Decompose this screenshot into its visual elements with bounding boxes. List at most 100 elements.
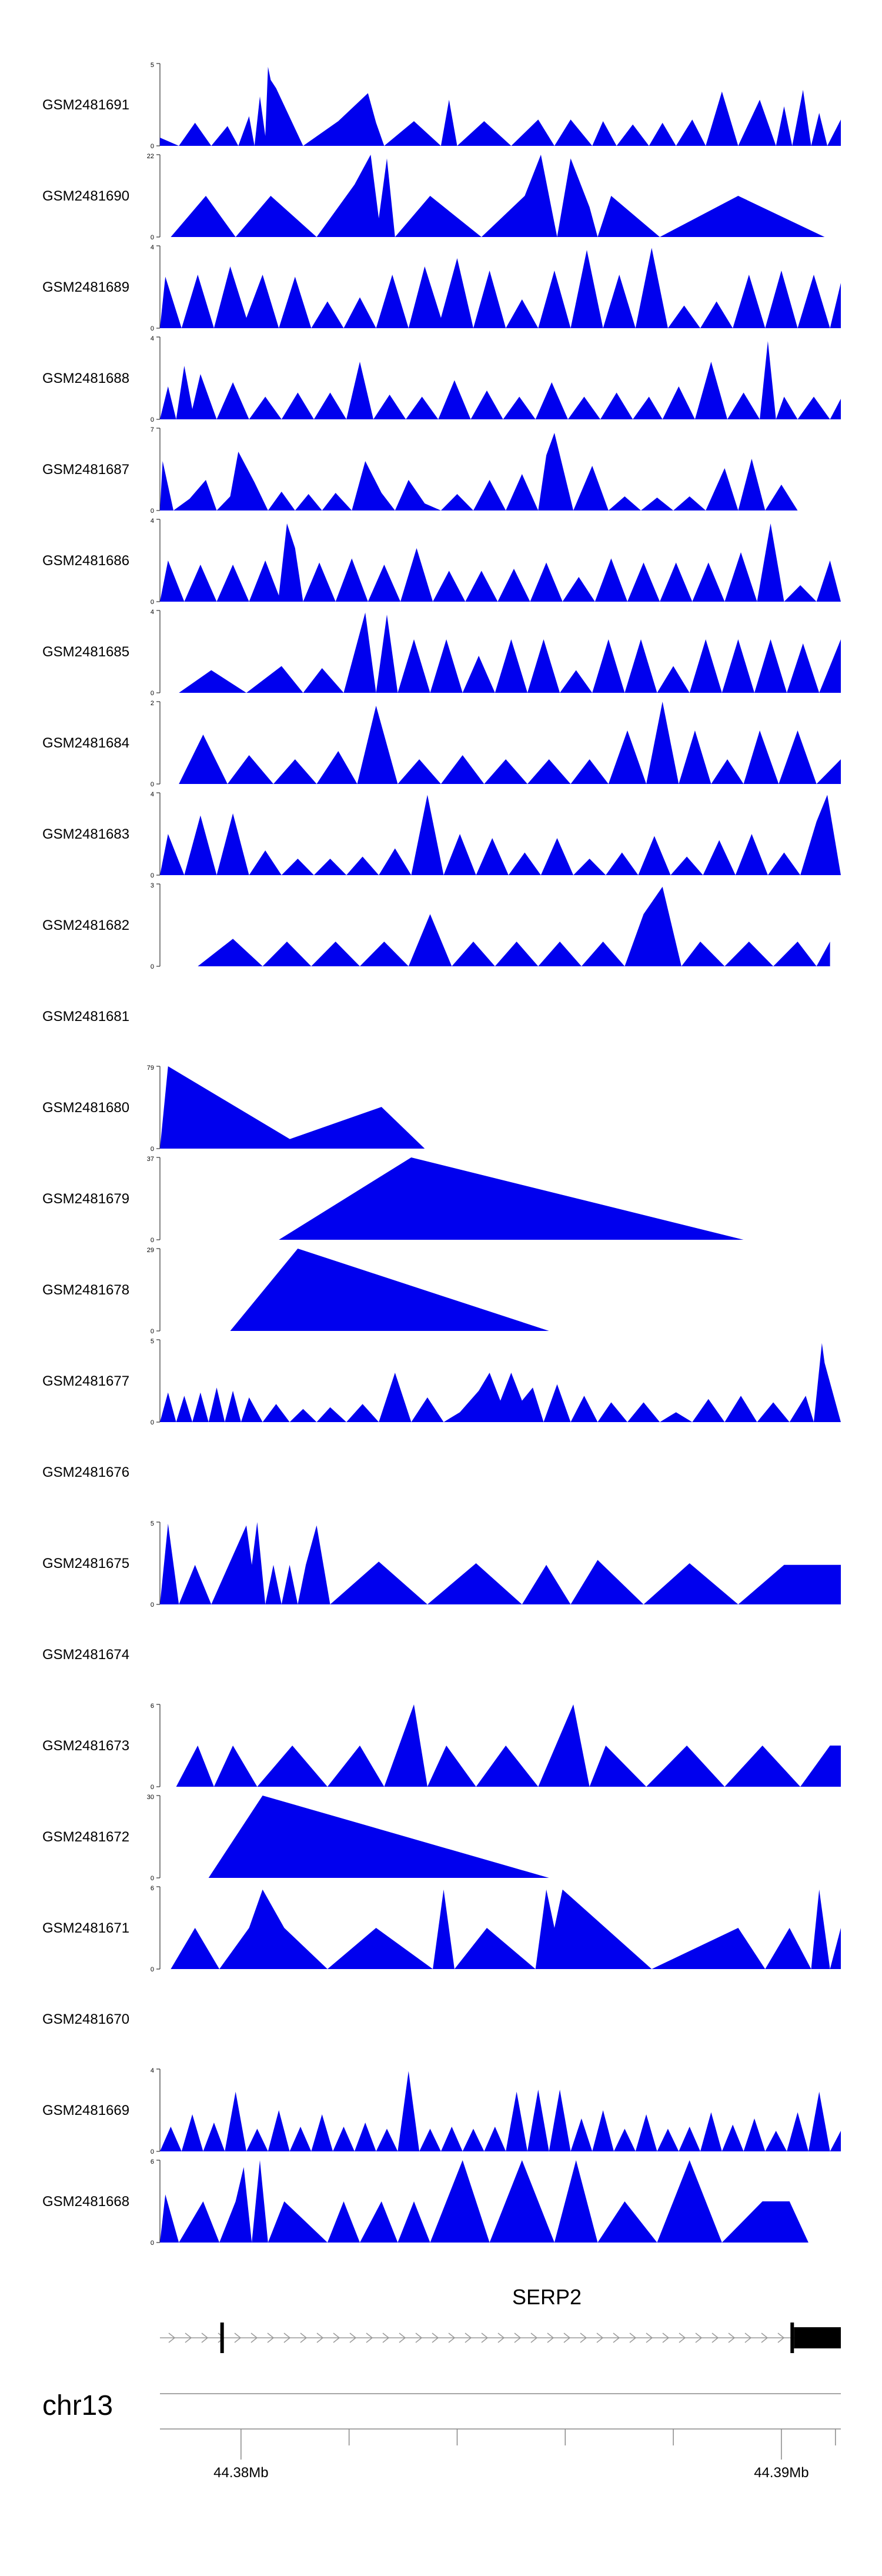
track-y-tick-label-bottom: 0 xyxy=(151,143,154,150)
gene-exon xyxy=(794,2327,841,2348)
strand-arrow-icon xyxy=(415,2333,423,2343)
strand-arrow-icon xyxy=(629,2333,637,2343)
track-GSM2481676: GSM2481676 xyxy=(42,1464,129,1480)
track-label: GSM2481671 xyxy=(42,1920,129,1936)
strand-arrow-icon xyxy=(185,2333,192,2343)
track-label: GSM2481690 xyxy=(42,188,129,204)
track-y-tick-label-bottom: 0 xyxy=(151,872,154,879)
track-label: GSM2481669 xyxy=(42,2103,129,2118)
gene-exon xyxy=(790,2323,794,2353)
coverage-tracks: GSM248169105GSM2481690022GSM248168904GSM… xyxy=(42,62,841,2247)
track-y-tick-label-bottom: 0 xyxy=(151,416,154,423)
track-y-tick-label-bottom: 0 xyxy=(151,1784,154,1791)
track-label: GSM2481685 xyxy=(42,644,129,660)
strand-arrow-icon xyxy=(218,2333,225,2343)
track-label: GSM2481678 xyxy=(42,1282,129,1298)
track-GSM2481691: GSM2481691 0 5 xyxy=(42,62,841,150)
chromosome-label: chr13 xyxy=(42,2390,113,2421)
coverage-area xyxy=(160,1889,841,1969)
track-GSM2481670: GSM2481670 xyxy=(42,2011,129,2027)
track-y-tick-label-top: 5 xyxy=(151,1520,154,1527)
coverage-area xyxy=(160,341,841,419)
strand-arrow-icon xyxy=(744,2333,752,2343)
strand-arrow-icon xyxy=(662,2333,670,2343)
track-GSM2481672: GSM2481672 0 30 xyxy=(42,1794,549,1882)
track-y-tick-label-bottom: 0 xyxy=(151,325,154,332)
coverage-area xyxy=(160,702,841,784)
strand-arrow-icon xyxy=(300,2333,308,2343)
track-y-tick-label-top: 5 xyxy=(151,62,154,69)
track-GSM2481677: GSM2481677 0 5 xyxy=(42,1338,841,1426)
track-GSM2481682: GSM2481682 0 3 xyxy=(42,882,830,970)
gene-annotation-track: SERP2 xyxy=(160,2285,841,2353)
strand-arrow-icon xyxy=(497,2333,505,2343)
strand-arrow-icon xyxy=(761,2333,769,2343)
track-label: GSM2481676 xyxy=(42,1464,129,1480)
track-y-tick-label-bottom: 0 xyxy=(151,1966,154,1973)
track-y-tick-label-bottom: 0 xyxy=(151,1237,154,1244)
track-label: GSM2481668 xyxy=(42,2194,129,2210)
strand-arrow-icon xyxy=(349,2333,357,2343)
track-y-tick-label-top: 29 xyxy=(147,1247,154,1254)
track-label: GSM2481677 xyxy=(42,1373,129,1389)
track-y-tick-label-bottom: 0 xyxy=(151,508,154,515)
track-y-tick-label-bottom: 0 xyxy=(151,781,154,788)
coverage-area xyxy=(160,2160,808,2243)
track-y-tick-label-bottom: 0 xyxy=(151,1146,154,1153)
track-GSM2481671: GSM2481671 0 6 xyxy=(42,1885,841,1973)
track-GSM2481687: GSM2481687 0 7 xyxy=(42,426,814,515)
track-y-tick-label-top: 4 xyxy=(151,518,154,525)
track-y-tick-label-top: 4 xyxy=(151,791,154,798)
track-y-tick-label-top: 6 xyxy=(151,1703,154,1710)
strand-arrow-icon xyxy=(399,2333,406,2343)
strand-arrow-icon xyxy=(382,2333,390,2343)
strand-arrow-icon xyxy=(481,2333,489,2343)
track-y-tick-label-top: 2 xyxy=(151,700,154,707)
strand-arrow-icon xyxy=(679,2333,686,2343)
track-label: GSM2481672 xyxy=(42,1829,129,1845)
strand-arrow-icon xyxy=(728,2333,736,2343)
strand-arrow-icon xyxy=(250,2333,258,2343)
strand-arrow-icon xyxy=(168,2333,176,2343)
track-y-tick-label-bottom: 0 xyxy=(151,690,154,697)
track-label: GSM2481681 xyxy=(42,1009,129,1025)
track-label: GSM2481683 xyxy=(42,826,129,842)
track-GSM2481678: GSM2481678 0 29 xyxy=(42,1247,549,1335)
strand-arrow-icon xyxy=(514,2333,522,2343)
track-y-tick-label-top: 6 xyxy=(151,1885,154,1892)
strand-arrow-icon xyxy=(563,2333,571,2343)
strand-arrow-icon xyxy=(530,2333,538,2343)
track-y-tick-label-bottom: 0 xyxy=(151,1875,154,1882)
gene-name-label: SERP2 xyxy=(512,2285,582,2309)
track-y-tick-label-top: 79 xyxy=(147,1065,154,1072)
coverage-area xyxy=(160,2071,841,2151)
track-label: GSM2481675 xyxy=(42,1556,129,1571)
track-y-tick-label-bottom: 0 xyxy=(151,1328,154,1335)
track-label: GSM2481679 xyxy=(42,1191,129,1207)
track-GSM2481690: GSM2481690 0 22 xyxy=(42,153,841,241)
strand-arrow-icon xyxy=(465,2333,472,2343)
track-y-tick-label-bottom: 0 xyxy=(151,1601,154,1609)
strand-arrow-icon xyxy=(366,2333,373,2343)
strand-arrow-icon xyxy=(777,2333,785,2343)
track-label: GSM2481682 xyxy=(42,917,129,933)
strand-arrow-icon xyxy=(596,2333,604,2343)
strand-arrow-icon xyxy=(333,2333,340,2343)
coverage-area xyxy=(160,66,841,146)
coverage-area xyxy=(279,1157,744,1240)
track-y-tick-label-bottom: 0 xyxy=(151,1419,154,1426)
track-y-tick-label-top: 4 xyxy=(151,609,154,616)
track-y-tick-label-bottom: 0 xyxy=(151,599,154,606)
track-GSM2481688: GSM2481688 0 4 xyxy=(42,335,841,423)
coverage-area xyxy=(208,1796,549,1878)
track-label: GSM2481686 xyxy=(42,553,129,569)
track-label: GSM2481687 xyxy=(42,462,129,478)
track-y-tick-label-top: 6 xyxy=(151,2158,154,2165)
track-label: GSM2481689 xyxy=(42,279,129,295)
coverage-area xyxy=(160,433,814,510)
strand-arrow-icon xyxy=(547,2333,554,2343)
track-y-tick-label-bottom: 0 xyxy=(151,234,154,241)
track-y-tick-label-top: 4 xyxy=(151,244,154,251)
axis-tick-label: 44.39Mb xyxy=(754,2465,808,2481)
